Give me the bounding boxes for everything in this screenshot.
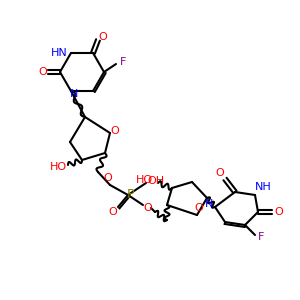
- Text: HO: HO: [50, 162, 67, 172]
- Text: P: P: [126, 188, 134, 202]
- Text: O: O: [39, 67, 47, 77]
- Text: HN: HN: [51, 48, 68, 58]
- Text: O: O: [109, 207, 117, 217]
- Text: F: F: [120, 57, 126, 67]
- Text: N: N: [205, 199, 213, 209]
- Text: N: N: [70, 89, 78, 99]
- Text: O: O: [274, 207, 284, 217]
- Text: HO: HO: [135, 175, 153, 185]
- Text: O: O: [216, 168, 224, 178]
- Text: O: O: [144, 203, 152, 213]
- Text: O: O: [99, 32, 107, 42]
- Text: O: O: [111, 126, 119, 136]
- Text: OH: OH: [147, 176, 165, 186]
- Text: O: O: [103, 173, 112, 183]
- Text: NH: NH: [255, 182, 272, 192]
- Text: O: O: [195, 203, 203, 213]
- Text: F: F: [258, 232, 264, 242]
